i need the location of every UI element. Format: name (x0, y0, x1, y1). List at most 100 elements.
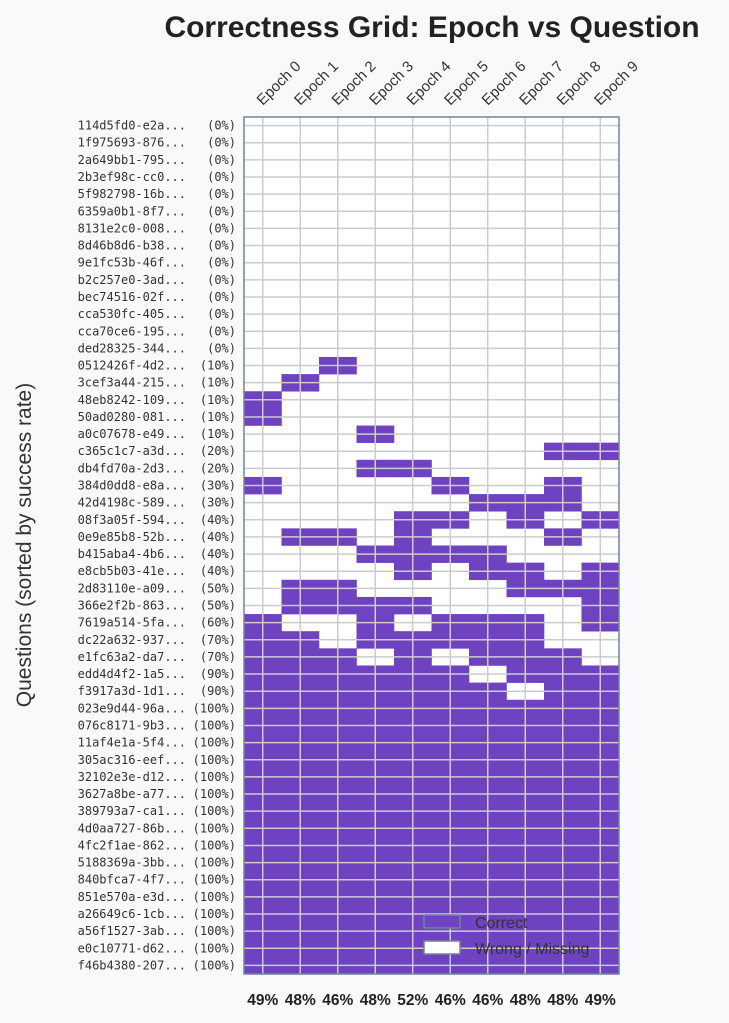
row-label-rate: (40%) (200, 513, 236, 527)
row-label-id: edd4d4f2-1a5... (78, 667, 186, 681)
row-label-id: db4fd70a-2d3... (78, 461, 186, 475)
column-success-label: 49% (585, 992, 616, 1009)
column-success-label: 48% (510, 992, 541, 1009)
column-success-label: 46% (435, 992, 466, 1009)
row-label-id: 384d0dd8-e8a... (78, 479, 186, 493)
row-label-id: 0e9e85b8-52b... (78, 530, 186, 544)
row-label-id: 0512426f-4d2... (78, 359, 186, 373)
row-label-rate: (0%) (207, 324, 236, 338)
row-label-id: 2d83110e-a09... (78, 581, 186, 595)
row-label-id: 076c8171-9b3... (78, 718, 186, 732)
row-label-rate: (10%) (200, 393, 236, 407)
row-label-id: cca530fc-405... (78, 307, 186, 321)
row-label-id: 389793a7-ca1... (78, 804, 186, 818)
row-label-rate: (0%) (207, 273, 236, 287)
row-label-id: cca70ce6-195... (78, 324, 186, 338)
row-label-id: 851e570a-e3d... (78, 890, 186, 904)
column-success-label: 46% (322, 992, 353, 1009)
row-label-id: a56f1527-3ab... (78, 924, 186, 938)
row-label-id: c365c1c7-a3d... (78, 444, 186, 458)
row-label-rate: (100%) (193, 753, 236, 767)
row-label-id: 3627a8be-a77... (78, 787, 186, 801)
row-label-rate: (10%) (200, 376, 236, 390)
row-label-id: 840bfca7-4f7... (78, 873, 186, 887)
row-label-rate: (0%) (207, 153, 236, 167)
row-label-rate: (30%) (200, 496, 236, 510)
row-label-rate: (50%) (200, 581, 236, 595)
legend-label: Wrong / Missing (475, 941, 589, 958)
row-label-rate: (100%) (193, 941, 236, 955)
row-label-rate: (0%) (207, 170, 236, 184)
row-label-id: 9e1fc53b-46f... (78, 256, 186, 270)
row-label-id: 11af4e1a-5f4... (78, 736, 186, 750)
row-label-id: 3cef3a44-215... (78, 376, 186, 390)
row-label-rate: (0%) (207, 136, 236, 150)
legend-swatch (423, 940, 461, 955)
row-label-id: 1f975693-876... (78, 136, 186, 150)
row-label-id: 5f982798-16b... (78, 187, 186, 201)
row-labels: 114d5fd0-e2a... (0%) 1f975693-876... (0%) 2a… (78, 119, 236, 973)
row-label-id: e0c10771-d62... (78, 941, 186, 955)
row-label-rate: (10%) (200, 427, 236, 441)
row-label-id: f3917a3d-1d1... (78, 684, 186, 698)
plot-frame (243, 116, 620, 975)
row-label-id: 48eb8242-109... (78, 393, 186, 407)
row-label-rate: (100%) (193, 770, 236, 784)
row-label-rate: (20%) (200, 444, 236, 458)
row-label-id: dc22a632-937... (78, 633, 186, 647)
row-label-id: 8d46b8d6-b38... (78, 239, 186, 253)
row-label-id: 6359a0b1-8f7... (78, 204, 186, 218)
legend-label: Correct (475, 915, 528, 932)
row-label-id: ded28325-344... (78, 341, 186, 355)
row-label-rate: (90%) (200, 684, 236, 698)
row-label-rate: (100%) (193, 718, 236, 732)
row-label-rate: (100%) (193, 873, 236, 887)
row-label-id: 4fc2f1ae-862... (78, 838, 186, 852)
row-label-id: 4d0aa727-86b... (78, 821, 186, 835)
row-label-id: 2a649bb1-795... (78, 153, 186, 167)
row-label-rate: (0%) (207, 221, 236, 235)
row-label-rate: (100%) (193, 838, 236, 852)
gridlines (244, 117, 619, 974)
row-label-rate: (10%) (200, 359, 236, 373)
row-label-id: 023e9d44-96a... (78, 701, 186, 715)
row-label-id: 114d5fd0-e2a... (78, 119, 186, 133)
row-label-id: b415aba4-4b6... (78, 547, 186, 561)
row-label-rate: (60%) (200, 616, 236, 630)
row-label-id: e8cb5b03-41e... (78, 564, 186, 578)
row-label-id: 2b3ef98c-cc0... (78, 170, 186, 184)
row-label-id: e1fc63a2-da7... (78, 650, 186, 664)
row-label-id: 5188369a-3bb... (78, 856, 186, 870)
column-success-label: 52% (397, 992, 428, 1009)
row-label-rate: (100%) (193, 890, 236, 904)
row-label-rate: (100%) (193, 821, 236, 835)
row-label-rate: (100%) (193, 701, 236, 715)
row-label-rate: (10%) (200, 410, 236, 424)
column-success-label: 49% (247, 992, 278, 1009)
column-success-label: 46% (472, 992, 503, 1009)
row-label-rate: (100%) (193, 736, 236, 750)
row-label-rate: (90%) (200, 667, 236, 681)
row-label-id: a0c07678-e49... (78, 427, 186, 441)
row-label-rate: (100%) (193, 804, 236, 818)
column-success-label: 48% (285, 992, 316, 1009)
row-label-rate: (30%) (200, 479, 236, 493)
row-label-id: 42d4198c-589... (78, 496, 186, 510)
row-label-rate: (0%) (207, 256, 236, 270)
row-label-id: 32102e3e-d12... (78, 770, 186, 784)
row-label-rate: (100%) (193, 907, 236, 921)
row-label-rate: (100%) (193, 924, 236, 938)
row-label-rate: (0%) (207, 239, 236, 253)
row-label-rate: (0%) (207, 307, 236, 321)
row-label-rate: (40%) (200, 547, 236, 561)
row-label-rate: (0%) (207, 290, 236, 304)
row-label-id: 08f3a05f-594... (78, 513, 186, 527)
row-label-rate: (40%) (200, 564, 236, 578)
row-label-rate: (70%) (200, 633, 236, 647)
legend-swatch (423, 914, 461, 929)
row-label-rate: (50%) (200, 598, 236, 612)
row-label-rate: (100%) (193, 856, 236, 870)
y-axis-label: Questions (sorted by success rate) (13, 383, 36, 707)
